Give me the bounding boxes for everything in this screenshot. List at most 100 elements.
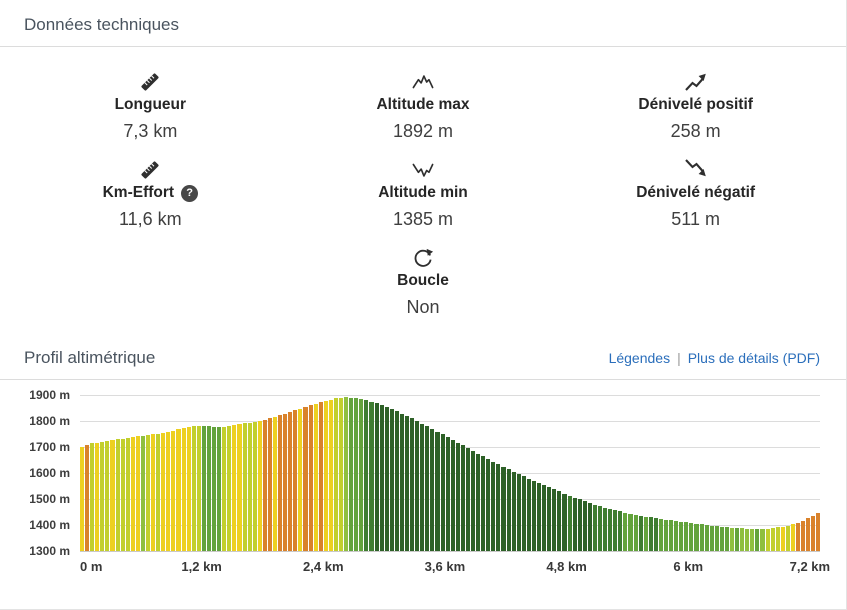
elevation-bar (506, 469, 511, 551)
elevation-bar (247, 422, 252, 551)
elevation-bar (465, 448, 471, 551)
x-axis-label: 0 m (80, 559, 103, 574)
elevation-bar (278, 415, 283, 551)
elevation-bar (765, 528, 770, 551)
elevation-bar (293, 410, 298, 551)
elevation-bar (577, 499, 582, 551)
elevation-bar (201, 425, 206, 551)
elevation-bar (262, 419, 267, 551)
stat-value: 1892 m (392, 121, 454, 141)
elevation-bar (587, 502, 592, 551)
elevation-bar (272, 416, 278, 551)
elevation-bar (349, 397, 354, 551)
elevation-bar (460, 445, 465, 551)
elevation-bar (186, 427, 191, 551)
elevation-bar (435, 431, 440, 551)
help-icon[interactable]: ? (181, 184, 199, 202)
pdf-details-link[interactable]: Plus de détails (PDF) (687, 350, 820, 366)
elevation-bar (430, 429, 435, 551)
gridline (80, 447, 820, 448)
elevation-bar (298, 408, 303, 551)
elevation-bar (521, 476, 526, 551)
elevation-bar (597, 506, 603, 551)
elevation-bar (313, 403, 318, 551)
divider (0, 379, 846, 380)
stat-label: Boucle (397, 272, 449, 289)
elevation-bar (775, 527, 780, 551)
elevation-bar (735, 527, 740, 551)
elevation-bar (501, 466, 506, 551)
stat-value: 7,3 km (123, 121, 178, 141)
y-axis: 1900 m 1800 m 1700 m 1600 m 1500 m 1400 m 1300… (20, 388, 80, 558)
elevation-bar (516, 473, 521, 551)
elevation-bars (80, 395, 821, 551)
elevation-bar (176, 429, 181, 551)
stat-value: 511 m (671, 209, 720, 229)
elevation-bar (379, 405, 384, 551)
y-axis-label: 1300 m (29, 544, 70, 558)
stat-label: Dénivelé positif (638, 96, 753, 113)
elevation-bar (156, 433, 161, 551)
elevation-bar (212, 426, 217, 551)
elevation-bar (135, 436, 140, 551)
elevation-bar (679, 521, 684, 551)
elevation-bar (719, 526, 724, 551)
y-axis-label: 1600 m (29, 466, 70, 480)
stat-boucle: Boucle Non (287, 243, 560, 318)
gridline (80, 499, 820, 500)
y-axis-label: 1500 m (29, 492, 70, 506)
legend-link[interactable]: Légendes (608, 350, 671, 366)
elevation-bar (328, 399, 333, 551)
elevation-bar (526, 478, 531, 551)
elevation-bar (95, 442, 100, 551)
elevation-bar (740, 528, 745, 551)
elevation-bar (115, 439, 120, 551)
descent-arrow-icon (684, 155, 708, 181)
elevation-bar (196, 425, 201, 551)
elevation-bar (592, 504, 597, 551)
elevation-bar (410, 418, 415, 551)
elevation-bar (181, 428, 186, 551)
elevation-bar (770, 528, 775, 551)
y-axis-label: 1400 m (29, 518, 70, 532)
elevation-bar (344, 397, 349, 551)
elevation-bar (481, 456, 486, 551)
elevation-bar (745, 528, 750, 551)
stat-label: Altitude min (378, 184, 468, 201)
elevation-bar (496, 464, 501, 551)
elevation-profile-section: Profil altimétrique Légendes | Plus de dét… (0, 331, 846, 581)
elevation-bar (531, 480, 537, 551)
elevation-bar (638, 515, 643, 551)
elevation-bar (191, 426, 196, 551)
elevation-bar (140, 435, 146, 551)
elevation-bar (643, 516, 648, 551)
elevation-bar (730, 527, 735, 551)
elevation-bar (653, 518, 658, 551)
y-axis-label: 1900 m (29, 388, 70, 402)
technical-data-title: Données techniques (24, 15, 180, 34)
elevation-bar (252, 421, 257, 551)
elevation-bar (206, 426, 212, 551)
elevation-bar (364, 400, 369, 551)
elevation-bar (542, 485, 547, 551)
loop-icon (412, 243, 434, 269)
elevation-bar (267, 418, 272, 551)
elevation-bar (699, 524, 704, 551)
elevation-bar (714, 526, 719, 551)
x-axis-label: 4,8 km (546, 559, 587, 574)
elevation-bar (567, 495, 572, 551)
elevation-bar (801, 520, 806, 551)
elevation-bar (303, 406, 308, 551)
elevation-bar (450, 439, 455, 551)
elevation-bar (486, 458, 491, 551)
stat-label: Longueur (114, 96, 187, 113)
elevation-bar (658, 518, 663, 551)
elevation-bar (90, 443, 95, 551)
elevation-bar (618, 511, 623, 551)
elevation-bar (308, 405, 313, 551)
elevation-bar (633, 514, 638, 551)
elevation-bar (471, 450, 476, 551)
elevation-bar (582, 501, 587, 551)
elevation-bar (704, 524, 709, 551)
stat-altitude-max: Altitude max 1892 m (287, 67, 560, 142)
